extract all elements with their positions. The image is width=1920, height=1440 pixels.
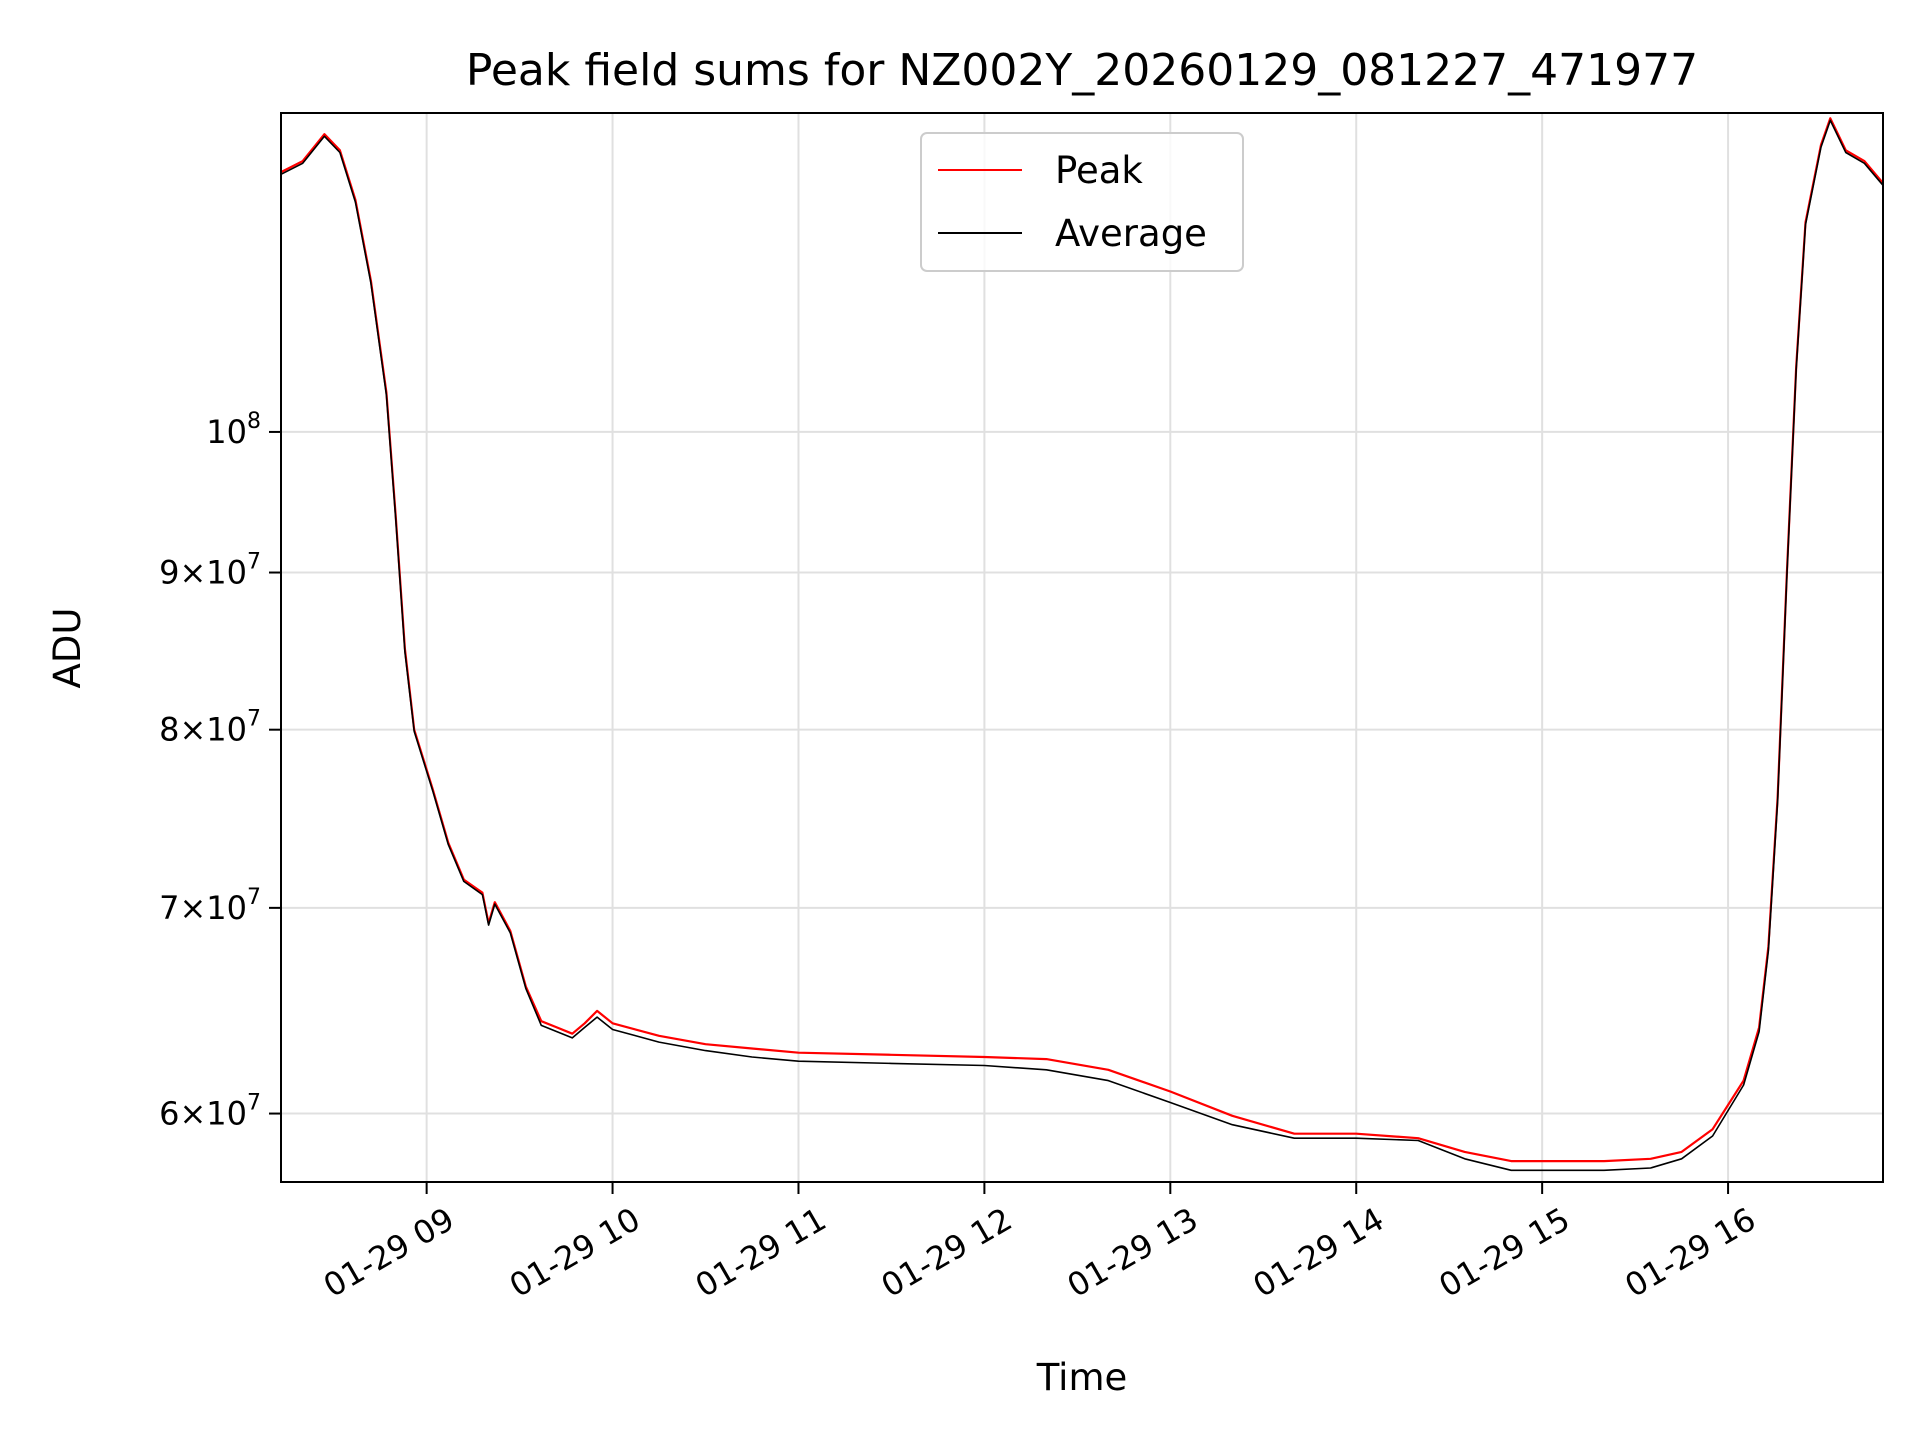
series-line-average bbox=[280, 119, 1884, 1172]
y-tick-label-text: 6×107 bbox=[159, 1091, 261, 1133]
legend-box bbox=[920, 132, 1244, 272]
y-tick-label: 7×107 bbox=[159, 885, 261, 927]
y-tick-label: 108 bbox=[206, 409, 261, 451]
plot-frame bbox=[280, 112, 1884, 1183]
y-tick-label: 9×107 bbox=[159, 550, 261, 592]
y-tick-label: 8×107 bbox=[159, 707, 261, 749]
chart-title: Peak field sums for NZ002Y_20260129_0812… bbox=[466, 45, 1698, 96]
y-tick-label-text: 8×107 bbox=[159, 707, 261, 749]
y-tick-base: 7×10 bbox=[159, 889, 247, 927]
y-tick-exponent: 7 bbox=[247, 550, 261, 575]
y-tick-exponent: 7 bbox=[247, 707, 261, 732]
y-tick-base: 8×10 bbox=[159, 711, 247, 749]
y-tick-label: 6×107 bbox=[159, 1091, 261, 1133]
legend: Peak Average bbox=[920, 132, 1244, 272]
y-tick-label-text: 108 bbox=[206, 409, 261, 451]
y-tick-label-text: 9×107 bbox=[159, 550, 261, 592]
y-tick-base: 10 bbox=[206, 413, 247, 451]
legend-label-peak: Peak bbox=[1055, 149, 1143, 192]
y-tick-label-text: 7×107 bbox=[159, 885, 261, 927]
y-tick-exponent: 7 bbox=[247, 885, 261, 910]
x-axis-label: Time bbox=[1036, 1356, 1128, 1399]
y-tick-exponent: 8 bbox=[247, 409, 261, 434]
y-tick-base: 6×10 bbox=[159, 1095, 247, 1133]
y-tick-base: 9×10 bbox=[159, 554, 247, 592]
grid-layer bbox=[281, 113, 1883, 1182]
legend-label-average: Average bbox=[1055, 212, 1207, 255]
series-layer bbox=[280, 117, 1884, 1172]
y-tick-exponent: 7 bbox=[247, 1091, 261, 1116]
y-axis-label: ADU bbox=[46, 608, 89, 689]
legend-items: Peak Average bbox=[938, 149, 1207, 255]
